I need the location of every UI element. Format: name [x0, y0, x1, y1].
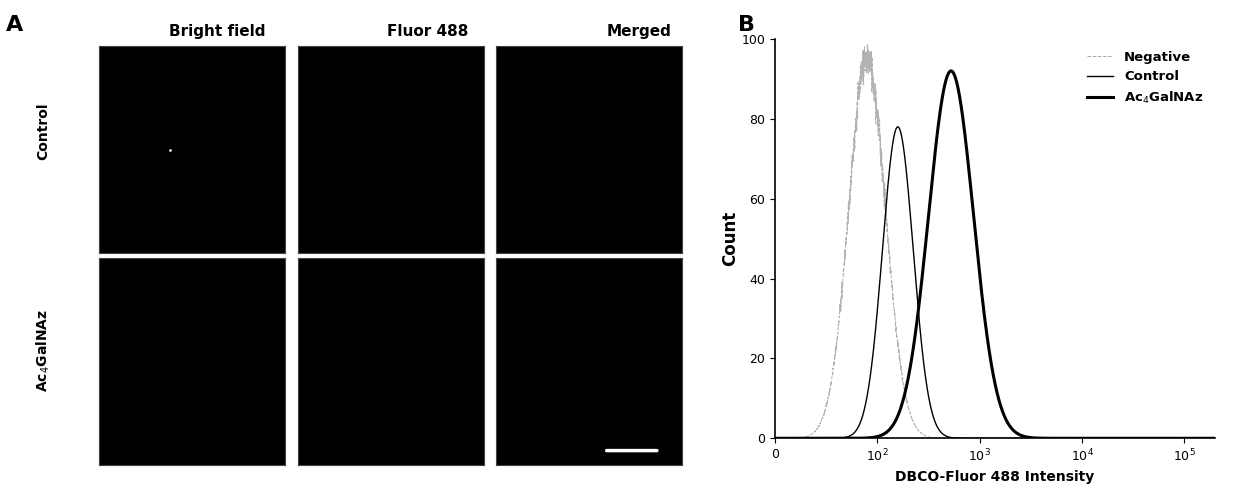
Text: Bright field: Bright field [169, 24, 265, 39]
Y-axis label: Count: Count [720, 211, 739, 266]
Text: Control: Control [36, 103, 51, 160]
Text: A: A [6, 15, 24, 35]
Text: B: B [738, 15, 755, 35]
Text: Ac$_4$GalNAz: Ac$_4$GalNAz [35, 309, 52, 392]
X-axis label: DBCO-Fluor 488 Intensity: DBCO-Fluor 488 Intensity [895, 470, 1095, 484]
Text: Fluor 488: Fluor 488 [387, 24, 469, 39]
Text: Merged: Merged [606, 24, 671, 39]
Legend: Negative, Control, Ac$_4$GalNAz: Negative, Control, Ac$_4$GalNAz [1081, 46, 1209, 112]
